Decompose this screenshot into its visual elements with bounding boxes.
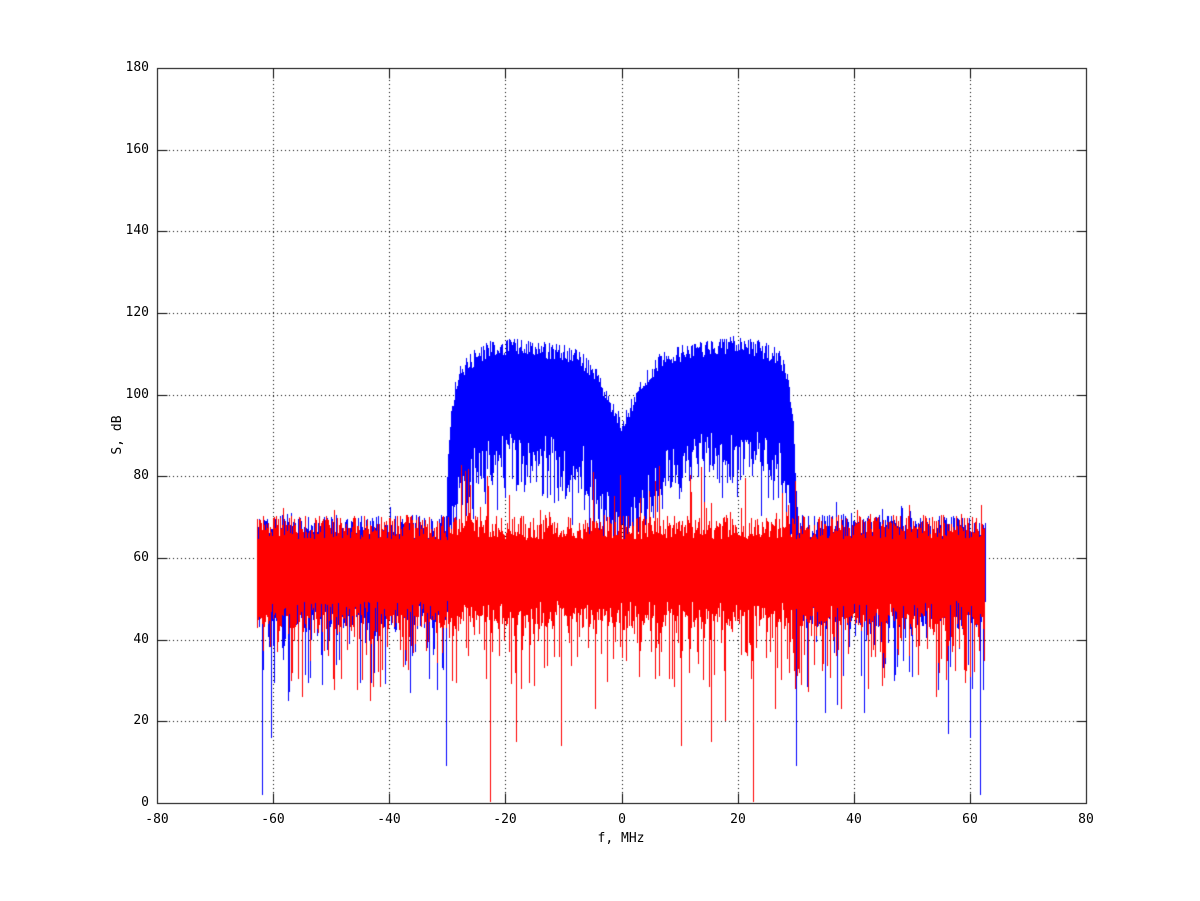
y-tick-label: 40 xyxy=(133,632,149,647)
y-tick-label: 0 xyxy=(141,795,149,810)
x-tick-label: -60 xyxy=(261,812,285,827)
y-tick-label: 160 xyxy=(125,142,149,157)
y-axis-label: S, dB xyxy=(110,415,125,455)
y-tick-label: 180 xyxy=(125,60,149,75)
y-tick-label: 60 xyxy=(133,550,149,565)
x-tick-label: -20 xyxy=(493,812,517,827)
y-tick-label: 120 xyxy=(125,305,149,320)
x-tick-label: 80 xyxy=(1078,812,1094,827)
x-tick-label: 60 xyxy=(962,812,978,827)
x-tick-label: -40 xyxy=(377,812,401,827)
x-axis-label: f, MHz xyxy=(597,831,645,846)
x-tick-label: -80 xyxy=(145,812,169,827)
y-tick-label: 20 xyxy=(133,713,149,728)
y-tick-label: 80 xyxy=(133,468,149,483)
x-tick-label: 0 xyxy=(618,812,626,827)
y-tick-label: 100 xyxy=(125,387,149,402)
x-tick-label: 20 xyxy=(730,812,746,827)
y-tick-label: 140 xyxy=(125,223,149,238)
x-tick-label: 40 xyxy=(846,812,862,827)
